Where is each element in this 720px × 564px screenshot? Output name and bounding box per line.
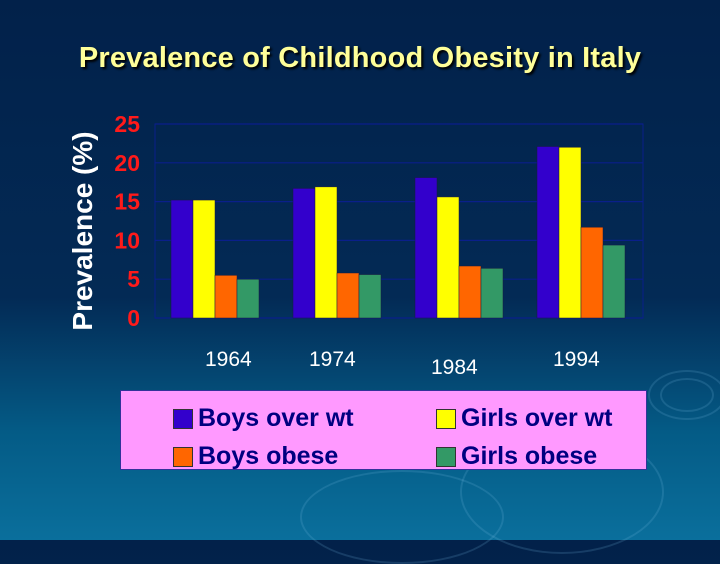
y-tick-label: 5 [127,266,140,292]
legend-item-girls-obese: Girls obese [436,442,597,471]
background-ripple [300,470,504,564]
x-tick-label: 1984 [431,356,478,379]
bar-girls-over-wt-1964 [192,199,216,319]
legend-item-boys-obese: Boys obese [173,442,338,471]
y-tick-label: 20 [114,150,140,176]
bar-girls-over-wt-1984 [436,196,460,319]
x-tick-label: 1974 [309,348,356,371]
legend-label: Girls over wt [461,404,613,432]
bar-girls-over-wt-1994 [558,147,582,319]
bar-boys-obese-1994 [580,226,604,319]
bar-boys-obese-1964 [214,275,238,319]
bar-boys-over-wt-1994 [536,146,560,319]
bar-boys-obese-1984 [458,265,482,319]
legend-item-girls-over-wt: Girls over wt [436,404,612,433]
y-axis-label: Prevalence (%) [67,131,98,330]
legend-swatch [436,446,456,467]
bar-girls-obese-1984 [480,268,504,319]
y-tick-label: 15 [114,189,140,215]
x-tick-label: 1964 [205,348,252,371]
y-tick-label: 25 [114,111,140,137]
background-ripple [648,370,720,420]
y-tick-label: 10 [114,227,140,253]
bar-girls-obese-1974 [358,274,382,319]
y-tick-label: 0 [127,305,140,331]
legend: Boys over wt Girls over wt Boys obese Gi… [120,390,647,470]
bar-boys-over-wt-1964 [170,199,194,319]
legend-label: Boys obese [198,442,339,470]
legend-label: Girls obese [461,442,598,470]
chart-title: Prevalence of Childhood Obesity in Italy [78,42,642,74]
x-tick-label: 1994 [553,348,600,371]
legend-swatch [436,408,456,429]
legend-label: Boys over wt [198,404,354,432]
chart-plot: 0 5 10 15 20 25 Prevalence (%) [67,111,644,331]
bar-girls-over-wt-1974 [314,186,338,319]
legend-swatch [173,446,193,467]
bar-boys-over-wt-1974 [292,188,316,319]
legend-item-boys-over-wt: Boys over wt [173,404,354,433]
legend-swatch [173,408,193,429]
bar-girls-obese-1994 [602,244,626,319]
bar-girls-obese-1964 [236,278,260,319]
bar-boys-over-wt-1984 [414,177,438,319]
bar-boys-obese-1974 [336,272,360,319]
